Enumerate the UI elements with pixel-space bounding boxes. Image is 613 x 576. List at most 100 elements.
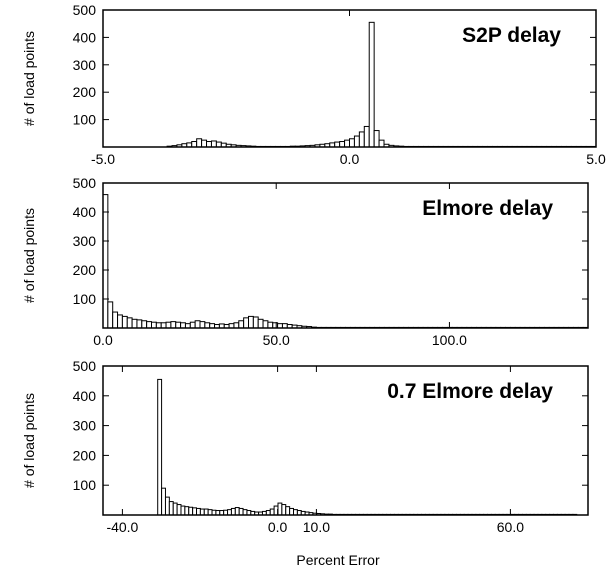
histogram-bar <box>121 315 128 329</box>
y-tick-label: 500 <box>73 2 97 18</box>
histogram-bar <box>131 318 138 329</box>
panel-elmore07: 100 200 300 400 500 -40.0 0.0 10.0 60.0 # of load… <box>21 358 589 535</box>
x-tick-label: 0.0 <box>340 151 360 167</box>
y-tick-label: 400 <box>73 388 97 404</box>
y-tick-label: 100 <box>73 112 97 128</box>
histogram-bar <box>368 21 375 148</box>
y-tick-label: 500 <box>73 175 97 191</box>
histogram-bar <box>349 138 355 148</box>
histogram-bar <box>189 321 196 329</box>
histogram-bar <box>234 507 240 516</box>
x-tick-label: 0.0 <box>93 332 113 348</box>
panel-title: Elmore delay <box>422 197 553 220</box>
plot-frame <box>102 182 589 329</box>
histogram-bar <box>238 320 245 329</box>
histogram-bar <box>165 321 172 329</box>
x-tick-label: 50.0 <box>263 332 290 348</box>
x-tick-label: 5.0 <box>586 151 606 167</box>
x-axis-label: Percent Error <box>296 552 380 568</box>
histogram-bar <box>161 487 166 516</box>
histogram-bar <box>344 139 351 148</box>
y-tick-label: 300 <box>73 418 97 434</box>
plot-frame <box>102 365 589 516</box>
y-tick-label: 100 <box>73 291 97 307</box>
histogram-bar <box>191 141 198 148</box>
histogram-bar <box>339 141 346 148</box>
x-tick-label: 0.0 <box>268 519 288 535</box>
histogram-bar <box>257 318 264 329</box>
histogram-bar <box>285 506 291 516</box>
histogram-bar <box>180 505 186 516</box>
panel-title: 0.7 Elmore delay <box>387 380 553 403</box>
histogram-bar <box>242 509 248 516</box>
x-tick-label: -40.0 <box>106 519 138 535</box>
histogram-bar <box>353 135 360 148</box>
histogram-bar <box>199 508 205 516</box>
histogram-bar <box>164 496 170 516</box>
y-tick-label: 100 <box>73 477 97 493</box>
histogram-bar <box>196 138 203 148</box>
histogram-bar <box>227 509 232 516</box>
panel-s2p: 100 200 300 400 500 -5.0 0.0 5.0 # of load point… <box>21 2 606 167</box>
histogram-bar <box>141 320 148 329</box>
histogram-bar <box>277 502 283 516</box>
histogram-bar <box>112 311 119 329</box>
y-axis-label: # of load points <box>21 393 37 488</box>
x-tick-label: -5.0 <box>91 151 115 167</box>
histogram-bar <box>248 315 254 329</box>
y-tick-label: 200 <box>73 262 97 278</box>
y-tick-label: 400 <box>73 204 97 220</box>
histogram-bar <box>267 321 274 329</box>
histogram-bar <box>210 140 217 148</box>
histogram-bar <box>192 507 198 516</box>
y-tick-label: 500 <box>73 358 97 374</box>
histogram-bar <box>157 378 163 516</box>
histogram-bar <box>293 509 298 516</box>
histogram-bar <box>175 321 182 329</box>
histogram-bar <box>230 507 236 516</box>
histogram-bar <box>117 314 123 329</box>
histogram-bar <box>238 507 244 516</box>
histogram-bar <box>194 320 201 329</box>
histogram-bar <box>281 504 287 516</box>
histogram-bar <box>201 139 208 148</box>
histogram-bar <box>243 317 249 329</box>
histogram-bar <box>206 141 212 148</box>
histogram-bar <box>170 321 177 329</box>
histogram-bar <box>363 125 370 148</box>
histogram-bar <box>204 322 211 329</box>
histogram-bar <box>358 131 365 148</box>
y-tick-label: 300 <box>73 57 97 73</box>
y-axis-label: # of load points <box>21 31 37 126</box>
y-tick-label: 200 <box>73 447 97 463</box>
histogram-bar <box>269 508 275 516</box>
histogram-bar <box>378 139 385 148</box>
histogram-bar <box>272 322 279 329</box>
histogram-bar <box>289 507 295 516</box>
x-tick-label: 10.0 <box>303 519 330 535</box>
histogram-bar <box>126 317 133 329</box>
histogram-bar <box>207 509 213 516</box>
histogram-bar <box>136 319 143 329</box>
histogram-bar <box>151 321 157 329</box>
histogram-bar <box>233 322 240 329</box>
panel-title: S2P delay <box>462 24 561 47</box>
histogram-bar <box>176 504 182 516</box>
histogram-bar <box>203 508 209 516</box>
histogram-bar <box>172 502 178 516</box>
y-axis-label: # of load points <box>21 208 37 303</box>
histogram-bar <box>252 316 259 329</box>
histogram-bar <box>168 501 174 516</box>
histogram-bar <box>180 322 186 329</box>
histogram-bar <box>160 322 167 329</box>
histogram-bar <box>155 322 162 329</box>
x-tick-label: 100.0 <box>432 332 467 348</box>
histogram-bar <box>146 321 152 329</box>
histogram-bar <box>184 506 190 516</box>
y-tick-label: 200 <box>73 84 97 100</box>
x-tick-label: 60.0 <box>497 519 524 535</box>
y-tick-label: 300 <box>73 233 97 249</box>
histogram-bar <box>107 301 114 329</box>
